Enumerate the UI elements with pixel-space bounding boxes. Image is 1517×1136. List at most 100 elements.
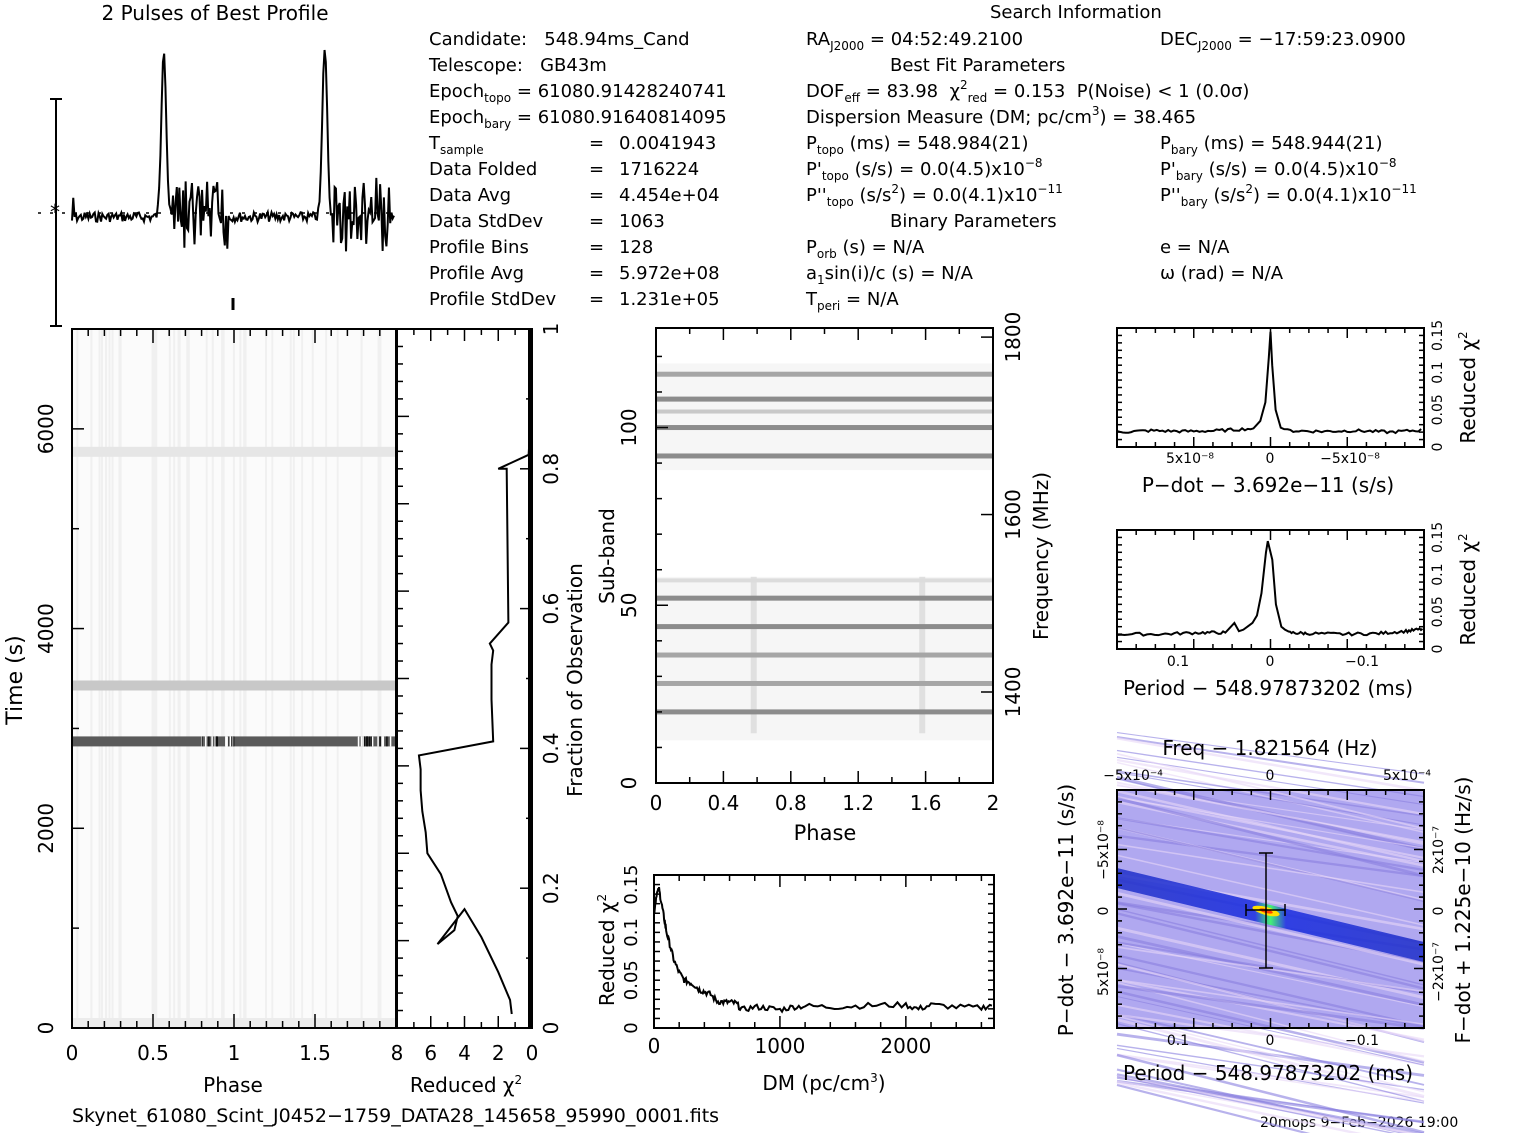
pddbary-sub: bary [1180, 195, 1208, 209]
eq: = [516, 81, 532, 102]
time-phase-column [76, 329, 79, 1028]
time-phase-column [108, 329, 111, 1028]
subband-ylabel: Sub-band [595, 508, 619, 604]
time-phase-ytick-label: 0 [34, 1022, 58, 1035]
data-folded-value: 1716224 [619, 159, 700, 180]
pddtopo-label: P'' [806, 185, 827, 206]
subband-ytick-label: 100 [617, 408, 641, 446]
pddbary-a: (s/s [1213, 185, 1246, 206]
data-stddev-label: Data StdDev [429, 211, 544, 232]
time-phase-xlabel: Phase [203, 1073, 263, 1097]
ecc-value: e = N/A [1160, 237, 1230, 258]
pdbary-value: (s/s) = 0.0(4.5)x10 [1208, 159, 1379, 180]
redchi-vs-pdot-ylabel: Reduced χ2 [1456, 331, 1480, 443]
redchi-frac-ytick-label: 0.4 [539, 732, 563, 764]
ppdot-streak [1116, 797, 1425, 849]
ppdot-streak [1116, 1053, 1425, 1099]
time-phase-xtick-label: 0.5 [137, 1041, 169, 1065]
chi-label: χ [949, 81, 960, 102]
ppdot-streak [1116, 783, 1425, 844]
ptopo-value: (ms) = 548.984(21) [849, 133, 1029, 154]
ppdot-streak [1116, 979, 1425, 1041]
time-phase-column [244, 329, 247, 1028]
ppdot-streak [1116, 984, 1425, 1030]
dec-value: −17:59:23.0900 [1258, 29, 1406, 50]
ppdot-y2tick-label: 2x10⁻⁷ [1431, 826, 1447, 874]
subband-bright-row [656, 425, 993, 431]
subband-bright-row [656, 595, 993, 601]
a1-value: sin(i)/c (s) = N/A [824, 263, 973, 284]
dm-sup: 3 [1091, 104, 1100, 118]
time-phase-row-speck [382, 736, 385, 747]
tperi-value: = N/A [846, 289, 899, 310]
profile-mean-marker: * [50, 200, 60, 224]
time-phase-column [222, 329, 225, 1028]
dm-label: Dispersion Measure (DM; pc/cm [806, 107, 1092, 128]
redchi-frac-ylabel: Fraction of Observation [563, 563, 587, 797]
time-phase-column [271, 329, 274, 1028]
epoch-bary-sub: bary [484, 117, 512, 131]
time-phase-column [325, 329, 328, 1028]
time-phase-bright-row [72, 446, 396, 457]
dof-value: 83.98 [886, 81, 939, 102]
eq: = [589, 159, 605, 180]
eq: = [589, 133, 605, 154]
pddtopo-sub: topo [826, 195, 854, 209]
ppdot-x2tick-label: 0 [1266, 768, 1275, 784]
ppdot-xtick-label: 0 [1266, 1033, 1275, 1049]
tsample-value: 0.0041943 [619, 133, 717, 154]
ppdot-xtick-label: 0.1 [1167, 1033, 1189, 1049]
pddtopo-a: (s/s [859, 185, 892, 206]
pbary-label: P [1160, 133, 1171, 154]
search-info-right: DECJ2000 = −17:59:23.0900 Pbary (ms) = 5… [1160, 27, 1417, 287]
time-phase-row-speck [365, 736, 368, 747]
epoch-topo-sub: topo [484, 91, 512, 105]
ppdot-x2tick-label: −5x10⁻⁴ [1103, 768, 1163, 784]
profile-avg-value: 5.972e+08 [619, 263, 720, 284]
ppdot-streak [1116, 891, 1425, 966]
ppdot-streak [1116, 756, 1425, 806]
eq: = [589, 237, 605, 258]
time-phase-bright-row [72, 680, 396, 691]
pdbary-exp: −8 [1378, 156, 1397, 170]
ppdot-xlabel: Period − 548.97873202 (ms) [1123, 1061, 1413, 1085]
subband-bright-row [656, 396, 993, 402]
subband-xtick-label: 1.6 [910, 791, 942, 815]
time-phase-column [178, 329, 181, 1028]
redchi-frac-xtick-label: 0 [526, 1041, 539, 1065]
subband-y2tick-label: 1400 [1001, 667, 1025, 718]
ppdot-streak [1116, 1022, 1425, 1102]
time-phase-row-speck [204, 736, 207, 747]
time-phase-column [292, 329, 295, 1028]
redchi-vs-period-ytick-label: 0 [1430, 645, 1446, 654]
time-phase-column [205, 329, 208, 1028]
epoch-bary-value: 61080.91640814095 [537, 107, 727, 128]
redchi-vs-period-xtick-label: 0 [1266, 654, 1275, 670]
ppdot-streak [1116, 854, 1425, 926]
redchi-dm-xtick-label: 0 [648, 1034, 661, 1058]
candidate-info: Candidate: 548.94ms_Cand Telescope: GB43… [429, 27, 727, 313]
profile-avg-label: Profile Avg [429, 263, 525, 284]
profile-stddev-label: Profile StdDev [429, 289, 557, 310]
profile-bins-value: 128 [619, 237, 654, 258]
time-phase-row-speck [377, 736, 379, 747]
redchi-vs-pdot-xtick-label: 5x10⁻⁸ [1166, 451, 1214, 467]
time-phase-column [100, 329, 103, 1028]
tperi-sub: peri [817, 299, 841, 313]
time-phase-row-speck [215, 736, 217, 747]
subband-y2tick-label: 1800 [1001, 312, 1025, 363]
ra-value: 04:52:49.2100 [890, 29, 1024, 50]
redchi-frac-xtick-label: 2 [492, 1041, 505, 1065]
time-phase-row-speck [230, 736, 233, 747]
ppdot-streak [1116, 1081, 1362, 1133]
profile-line [71, 49, 395, 252]
ppdot-xtick-label: −0.1 [1345, 1033, 1379, 1049]
profile-bins-label: Profile Bins [429, 237, 529, 258]
search-info: RAJ2000 = 04:52:49.2100 Best Fit Paramet… [806, 29, 1250, 313]
subband-bright-row [656, 624, 993, 630]
profile-stddev-value: 1.231e+05 [619, 289, 720, 310]
subband-light-row [656, 578, 993, 583]
ppdot-streak [1116, 1054, 1425, 1102]
dm-value: ) = 38.465 [1099, 107, 1197, 128]
ppdot-streak [1116, 732, 1425, 775]
